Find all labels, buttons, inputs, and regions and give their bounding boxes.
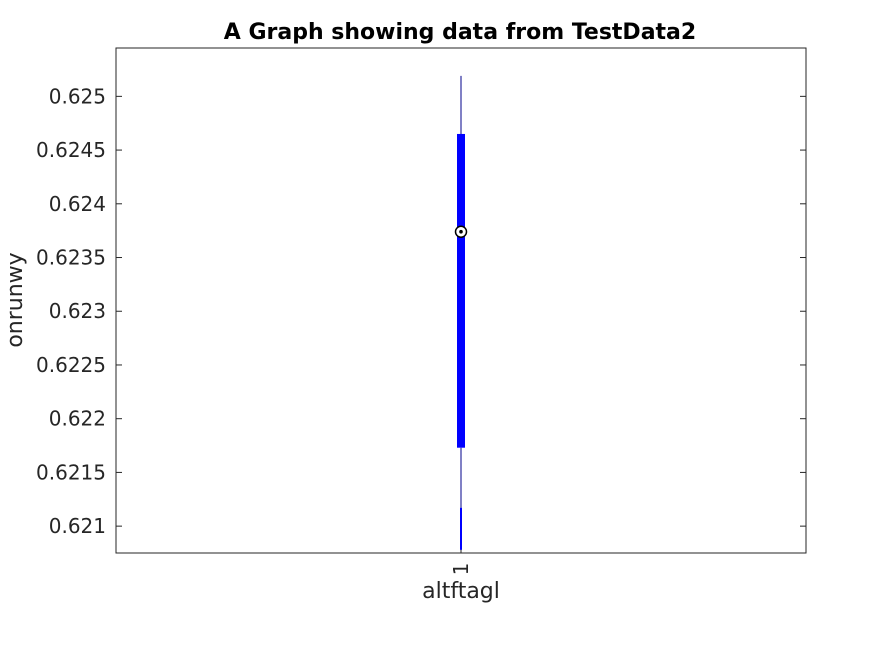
y-tick-label: 0.625 (49, 84, 106, 108)
box-iqr (457, 133, 465, 448)
y-tick-label: 0.6245 (36, 138, 106, 162)
y-tick-label: 0.6215 (36, 460, 106, 484)
y-axis-ticks: 0.621 0.6215 0.622 0.6225 0.623 0.6235 0.624 0.… (36, 84, 806, 538)
y-tick-label: 0.6225 (36, 353, 106, 377)
y-tick-label: 0.621 (49, 514, 106, 538)
x-axis-label: altftagl (422, 579, 500, 604)
x-tick-label: 1 (449, 563, 473, 576)
y-tick-label: 0.6235 (36, 246, 106, 270)
chart-title: A Graph showing data from TestData2 (224, 20, 696, 45)
y-tick-label: 0.622 (49, 407, 106, 431)
y-tick-label: 0.624 (49, 192, 106, 216)
y-tick-label: 0.623 (49, 299, 106, 323)
y-axis-label: onrunwy (3, 252, 28, 347)
box-series (454, 75, 468, 550)
median-dot (459, 229, 463, 234)
